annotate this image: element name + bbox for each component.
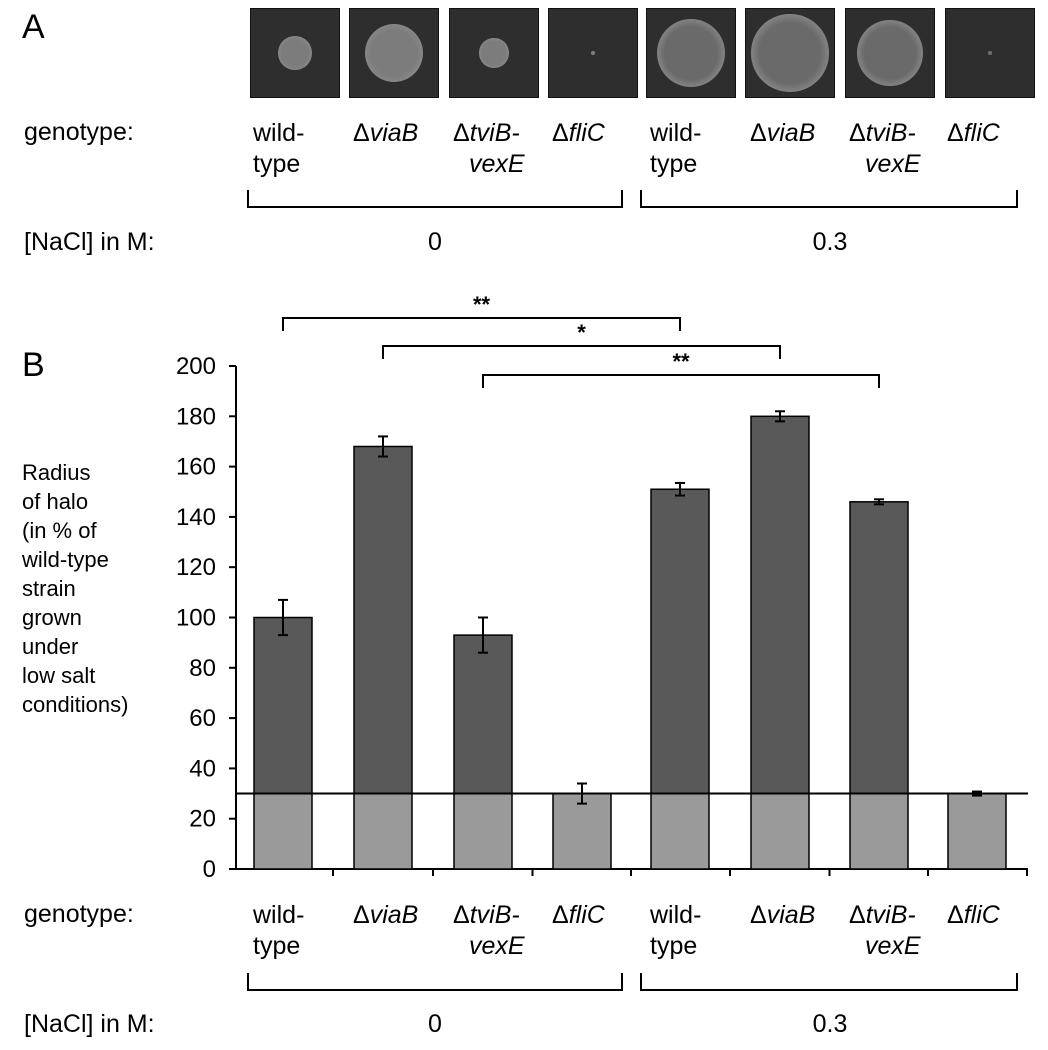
y-axis-label-line: of halo — [22, 489, 89, 514]
y-tick-label: 120 — [176, 554, 216, 581]
panel-b-bracket-left — [247, 973, 623, 991]
y-axis-label-line: grown — [22, 605, 82, 630]
bar-baseline-segment — [650, 792, 710, 870]
panel-b-conc-low: 0 — [428, 1010, 442, 1038]
panel-a-bracket-left — [247, 190, 623, 208]
panel-b-conc-high: 0.3 — [812, 1010, 848, 1038]
bar — [453, 634, 513, 795]
y-tick-label: 100 — [176, 605, 216, 632]
colony-halo — [987, 50, 993, 56]
y-axis-label-line: low salt — [22, 663, 96, 688]
bar — [750, 415, 810, 795]
bar — [650, 488, 710, 795]
panel-b-genotype-3: ΔfliC — [552, 901, 605, 929]
colony-image — [845, 8, 935, 98]
y-tick-label: 20 — [189, 806, 216, 833]
panel-a-genotype-5: ΔviaB — [750, 119, 816, 147]
colony-image — [449, 8, 539, 98]
panel-a-genotype-0: wild-type — [253, 119, 305, 178]
colony-halo — [857, 20, 923, 86]
panel-a-genotype-1: ΔviaB — [353, 119, 419, 147]
bar-baseline-segment — [750, 792, 810, 870]
panel-b-genotype-2: ΔtviB-vexE — [453, 901, 525, 960]
y-tick-label: 140 — [176, 504, 216, 531]
panel-a-genotype-4: wild-type — [650, 119, 702, 178]
panel-b-genotype-4: wild-type — [650, 901, 702, 960]
significance-bracket — [282, 317, 681, 331]
significance-label: ** — [473, 292, 491, 317]
bar — [353, 445, 413, 795]
panel-a-genotype-2: ΔtviB-vexE — [453, 119, 525, 178]
panel-b-genotype-1: ΔviaB — [353, 901, 419, 929]
bar-baseline-segment — [353, 792, 413, 870]
panel-a-bracket-right — [640, 190, 1018, 208]
y-axis-label-line: conditions) — [22, 692, 129, 717]
y-axis-label-line: strain — [22, 576, 76, 601]
y-tick-label: 80 — [189, 655, 216, 682]
panel-b-genotype-label: genotype: — [24, 900, 134, 928]
colony-image — [745, 8, 835, 98]
y-tick-label: 200 — [176, 353, 216, 380]
bar-baseline-segment — [849, 792, 909, 870]
y-axis-label-line: under — [22, 634, 79, 659]
bar-baseline-segment — [253, 792, 313, 870]
significance-bracket — [382, 345, 781, 359]
significance-label: * — [577, 320, 586, 345]
y-axis-label-line: wild-type — [22, 547, 109, 572]
panel-b-genotype-5: ΔviaB — [750, 901, 816, 929]
colony-image — [250, 8, 340, 98]
panel-a-letter: A — [22, 8, 45, 46]
colony-halo — [479, 38, 509, 68]
panel-b-bracket-right — [640, 973, 1018, 991]
panel-a-genotype-6: ΔtviB-vexE — [849, 119, 921, 178]
y-axis-label: Radius of halo (in % of wild-type strain grow… — [22, 458, 172, 719]
y-tick-label: 180 — [176, 403, 216, 430]
colony-halo — [278, 36, 312, 70]
colony-halo — [364, 23, 424, 83]
y-axis-label-line: Radius — [22, 460, 91, 485]
panel-a-genotype-label: genotype: — [24, 118, 134, 146]
bar — [849, 501, 909, 795]
panel-b-genotype-0: wild-type — [253, 901, 305, 960]
significance-label: ** — [672, 349, 690, 374]
y-tick-label: 160 — [176, 454, 216, 481]
y-axis-label-line: (in % of — [22, 518, 97, 543]
panel-a-conc-low: 0 — [428, 228, 442, 256]
panel-a-conc-high: 0.3 — [812, 228, 848, 256]
panel-a-nacl-label: [NaCl] in M: — [24, 228, 155, 256]
y-tick-label: 60 — [189, 705, 216, 732]
colony-image — [646, 8, 736, 98]
colony-halo — [751, 14, 829, 92]
panel-a-genotype-3: ΔfliC — [552, 119, 605, 147]
bar-baseline-segment — [947, 792, 1007, 870]
colony-halo — [656, 18, 726, 88]
colony-image — [349, 8, 439, 98]
panel-a-genotype-7: ΔfliC — [947, 119, 1000, 147]
panel-b-genotype-6: ΔtviB-vexE — [849, 901, 921, 960]
colony-image — [548, 8, 638, 98]
y-tick-label: 40 — [189, 755, 216, 782]
y-tick-label: 0 — [203, 856, 216, 883]
significance-bracket — [482, 374, 880, 388]
panel-b-letter: B — [22, 346, 45, 384]
bar-baseline-segment — [552, 792, 612, 870]
colony-image — [945, 8, 1035, 98]
colony-halo — [590, 50, 596, 56]
panel-b-genotype-7: ΔfliC — [947, 901, 1000, 929]
bar-baseline-segment — [453, 792, 513, 870]
bar — [253, 616, 313, 795]
panel-b-nacl-label: [NaCl] in M: — [24, 1010, 155, 1038]
